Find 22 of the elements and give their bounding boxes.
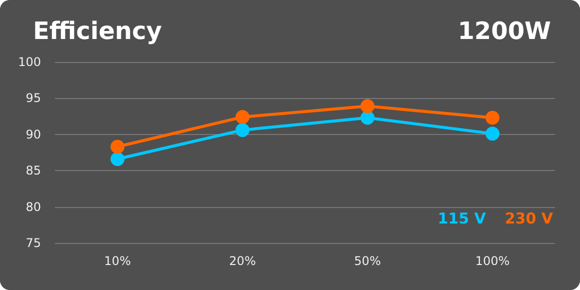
point — [360, 99, 374, 114]
y-tick-label: 95 — [26, 91, 41, 106]
x-tick-label: 10% — [104, 254, 131, 268]
y-tick-label: 85 — [26, 164, 41, 178]
point — [110, 152, 124, 166]
x-tick-label: 20% — [229, 254, 256, 268]
x-tick-label: 50% — [354, 254, 381, 268]
point — [236, 123, 250, 138]
chart-title: Efficiency — [33, 17, 162, 45]
point — [236, 110, 250, 124]
point — [486, 126, 500, 141]
y-tick-label: 90 — [26, 127, 41, 142]
chart-subtitle: 1200W — [458, 17, 552, 45]
y-tick-label: 75 — [26, 236, 41, 250]
point — [360, 110, 374, 125]
point — [110, 140, 124, 154]
x-tick-label: 100% — [475, 254, 510, 268]
point — [486, 110, 500, 125]
y-tick-label: 100 — [18, 55, 41, 69]
y-tick-label: 80 — [26, 200, 41, 214]
text: 115 V — [438, 210, 486, 228]
text: 230 V — [504, 210, 554, 228]
